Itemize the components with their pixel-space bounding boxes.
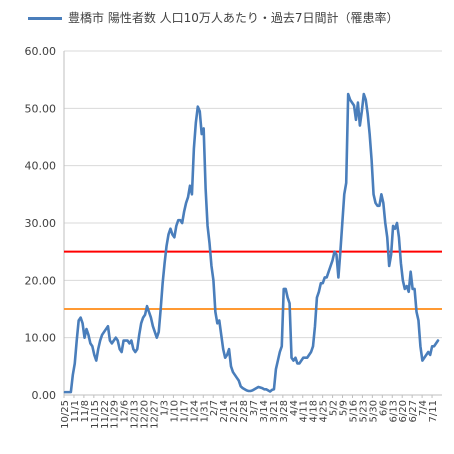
- legend-line-swatch: [28, 16, 62, 20]
- x-tick-label: 2/21: [229, 400, 240, 422]
- y-tick-label: 0.00: [32, 389, 57, 402]
- x-tick-label: 5/9: [339, 400, 350, 416]
- legend-label: 豊橋市 陽性者数 人口10万人あたり・過去7日間計（罹患率）: [68, 11, 399, 25]
- x-tick-label: 4/11: [299, 400, 310, 422]
- x-tick-label: 5/16: [348, 400, 359, 422]
- x-tick-label: 11/22: [100, 400, 111, 429]
- x-tick-label: 7/11: [428, 400, 439, 422]
- x-tick-label: 3/21: [269, 400, 280, 422]
- x-tick-label: 12/20: [140, 400, 151, 429]
- y-tick-label: 60.00: [25, 45, 57, 58]
- x-tick-label: 1/17: [179, 400, 190, 422]
- x-tick-label: 12/6: [120, 400, 131, 422]
- x-tick-label: 2/14: [219, 400, 230, 422]
- y-tick-label: 40.00: [25, 160, 57, 173]
- x-tick-label: 3/28: [279, 400, 290, 422]
- x-tick-label: 11/8: [80, 400, 91, 422]
- x-tick-label: 6/6: [378, 400, 389, 416]
- x-tick-label: 12/13: [130, 400, 141, 429]
- x-tick-label: 5/2: [329, 400, 340, 416]
- x-tick-label: 3/7: [249, 400, 260, 416]
- x-tick-label: 7/4: [418, 400, 429, 416]
- x-tick-label: 5/23: [358, 400, 369, 422]
- x-tick-label: 6/20: [398, 400, 409, 422]
- x-tick-label: 6/13: [388, 400, 399, 422]
- x-tick-label: 1/10: [169, 400, 180, 422]
- x-tick-label: 12/27: [150, 400, 161, 429]
- chart-legend: 豊橋市 陽性者数 人口10万人あたり・過去7日間計（罹患率）: [28, 11, 399, 25]
- x-tick-label: 2/28: [239, 400, 250, 422]
- y-tick-label: 20.00: [25, 274, 57, 287]
- x-tick-label: 10/25: [60, 400, 71, 429]
- x-tick-label: 6/27: [408, 400, 419, 422]
- x-tick-label: 11/29: [110, 400, 121, 429]
- x-tick-label: 3/14: [259, 400, 270, 422]
- y-tick-label: 50.00: [25, 102, 57, 115]
- x-tick-label: 4/4: [289, 400, 300, 416]
- series-line: [63, 92, 440, 394]
- x-tick-label: 2/7: [209, 400, 220, 416]
- x-tick-label: 11/15: [90, 400, 101, 429]
- x-tick-label: 5/30: [368, 400, 379, 422]
- x-tick-label: 11/1: [70, 400, 81, 422]
- x-tick-label: 4/25: [319, 400, 330, 422]
- y-tick-label: 30.00: [25, 217, 57, 230]
- x-tick-label: 4/18: [309, 400, 320, 422]
- x-tick-label: 1/31: [199, 400, 210, 422]
- y-tick-label: 10.00: [25, 332, 57, 345]
- x-tick-label: 1/3: [159, 400, 170, 416]
- x-tick-label: 1/24: [189, 400, 200, 422]
